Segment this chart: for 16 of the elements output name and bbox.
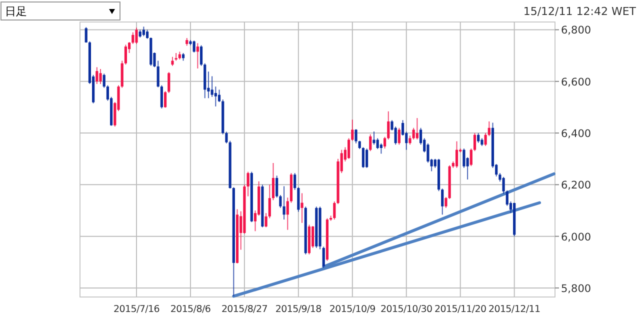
x-tick-label: 2015/9/18 <box>275 304 322 315</box>
x-tick-label: 2015/8/6 <box>170 304 211 315</box>
text: 日足 <box>5 5 27 18</box>
x-tick-label: 2015/10/9 <box>329 304 376 315</box>
x-tick-label: 2015/11/20 <box>434 304 486 315</box>
x-tick-label: 2015/8/27 <box>221 304 268 315</box>
text: 15/12/11 12:42 WET <box>523 5 636 18</box>
x-tick-label: 2015/7/16 <box>113 304 160 315</box>
x-tick-label: 2015/10/30 <box>380 304 433 315</box>
y-tick-label: 6,400 <box>561 128 592 140</box>
y-tick-label: 6,200 <box>561 180 592 192</box>
y-tick-label: 5,800 <box>561 282 592 295</box>
y-tick-label: 6,800 <box>561 24 592 37</box>
x-tick-label: 2015/12/11 <box>488 304 540 315</box>
y-tick-label: 6,600 <box>561 76 592 88</box>
y-tick-label: 6,000 <box>561 231 592 244</box>
